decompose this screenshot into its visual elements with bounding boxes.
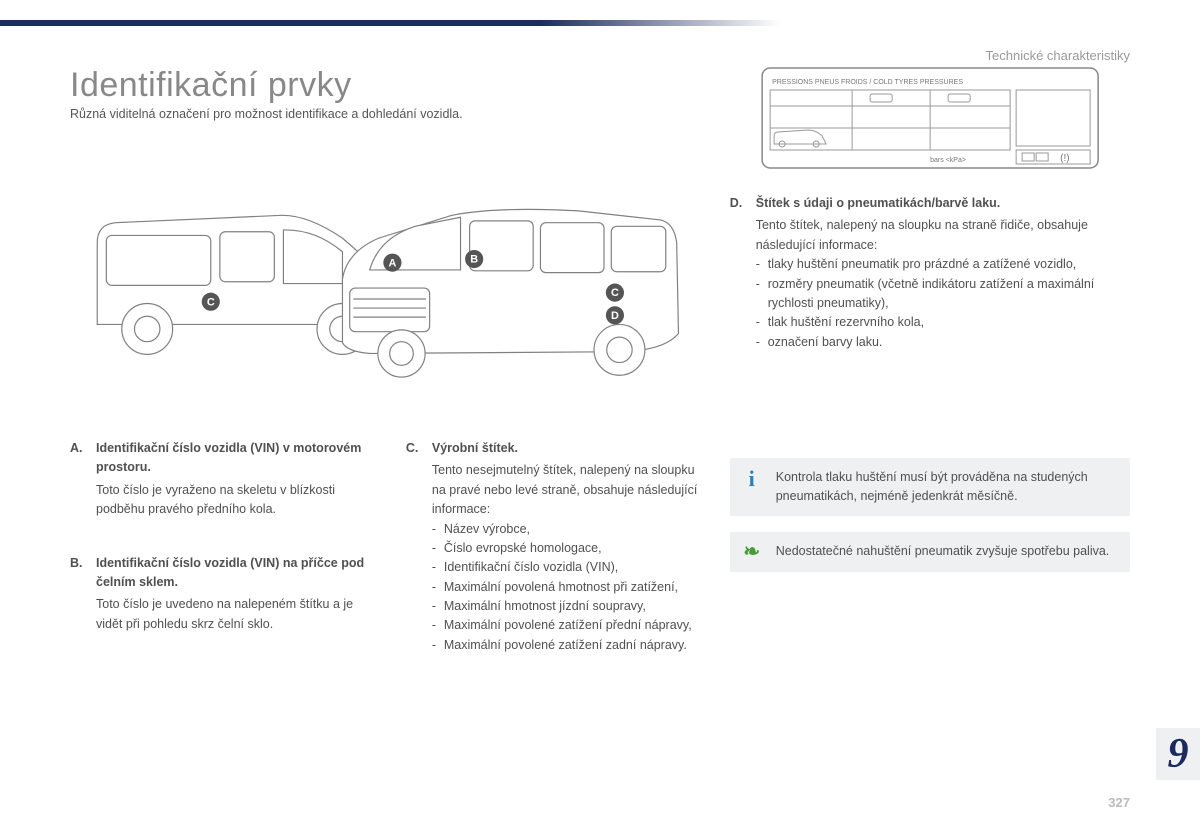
item-a: A. Identifikační číslo vozidla (VIN) v m… — [70, 439, 370, 520]
list-item: Maximální povolené zatížení zadní náprav… — [432, 636, 706, 655]
list-item: tlak huštění rezervního kola, — [756, 313, 1130, 332]
info-text: Kontrola tlaku huštění musí být prováděn… — [776, 468, 1118, 506]
svg-text:C: C — [207, 296, 215, 308]
list-item: Maximální povolená hmotnost při zatížení… — [432, 578, 706, 597]
section-header: Technické charakteristiky — [986, 48, 1131, 63]
item-d-list: tlaky huštění pneumatik pro prázdné a za… — [756, 255, 1130, 352]
list-item: Maximální hmotnost jízdní soupravy, — [432, 597, 706, 616]
item-d-title: Štítek s údaji o pneumatikách/barvě laku… — [756, 194, 1001, 213]
svg-text:C: C — [611, 287, 619, 299]
item-c-list: Název výrobce, Číslo evropské homologace… — [432, 520, 706, 656]
info-icon: i — [742, 468, 762, 490]
page-body: Identifikační prvky Různá viditelná ozna… — [0, 26, 1200, 655]
svg-text:D: D — [611, 310, 619, 322]
item-a-letter: A. — [70, 439, 88, 478]
item-c-title: Výrobní štítek. — [432, 439, 518, 458]
svg-text:A: A — [388, 257, 396, 269]
info-box-pressure-check: i Kontrola tlaku huštění musí být provád… — [730, 458, 1130, 516]
item-d-body: Tento štítek, nalepený na sloupku na str… — [756, 216, 1130, 255]
chapter-badge: 9 — [1156, 728, 1200, 780]
items-row: A. Identifikační číslo vozidla (VIN) v m… — [70, 439, 706, 655]
page-subtitle: Různá viditelná označení pro možnost ide… — [70, 107, 706, 121]
svg-text:bars <kPa>: bars <kPa> — [930, 157, 966, 164]
tyre-caption: PRESSIONS PNEUS FROIDS / COLD TYRES PRES… — [772, 79, 963, 86]
page-number: 327 — [1108, 795, 1130, 810]
vehicle-diagram: A B C C D — [70, 139, 706, 419]
item-c: C. Výrobní štítek. Tento nesejmutelný št… — [406, 439, 706, 655]
item-a-title: Identifikační číslo vozidla (VIN) v moto… — [96, 439, 370, 478]
item-b-body: Toto číslo je uvedeno na nalepeném štítk… — [96, 595, 370, 634]
item-b: B. Identifikační číslo vozidla (VIN) na … — [70, 554, 370, 635]
item-b-title: Identifikační číslo vozidla (VIN) na pří… — [96, 554, 370, 593]
page-title: Identifikační prvky — [70, 66, 706, 105]
item-d: D. Štítek s údaji o pneumatikách/barvě l… — [730, 194, 1130, 352]
list-item: Maximální povolené zatížení přední nápra… — [432, 616, 706, 635]
svg-text:B: B — [470, 254, 478, 266]
item-c-letter: C. — [406, 439, 424, 458]
left-column: Identifikační prvky Různá viditelná ozna… — [70, 66, 706, 655]
tyre-pressure-label-diagram: PRESSIONS PNEUS FROIDS / COLD TYRES PRES… — [730, 66, 1130, 176]
list-item: rozměry pneumatik (včetně indikátoru zat… — [756, 275, 1130, 314]
list-item: Identifikační číslo vozidla (VIN), — [432, 558, 706, 577]
list-item: tlaky huštění pneumatik pro prázdné a za… — [756, 255, 1130, 274]
list-item: Název výrobce, — [432, 520, 706, 539]
list-item: Číslo evropské homologace, — [432, 539, 706, 558]
item-c-body: Tento nesejmutelný štítek, nalepený na s… — [432, 461, 706, 519]
info-text: Nedostatečné nahuštění pneumatik zvyšuje… — [776, 542, 1110, 561]
info-box-eco: ❧ Nedostatečné nahuštění pneumatik zvyšu… — [730, 532, 1130, 572]
right-column: PRESSIONS PNEUS FROIDS / COLD TYRES PRES… — [730, 66, 1130, 655]
svg-text:(!): (!) — [1060, 153, 1069, 164]
list-item: označení barvy laku. — [756, 333, 1130, 352]
item-b-letter: B. — [70, 554, 88, 593]
tree-icon: ❧ — [742, 542, 762, 562]
item-d-letter: D. — [730, 194, 748, 213]
item-a-body: Toto číslo je vyraženo na skeletu v blíz… — [96, 481, 370, 520]
